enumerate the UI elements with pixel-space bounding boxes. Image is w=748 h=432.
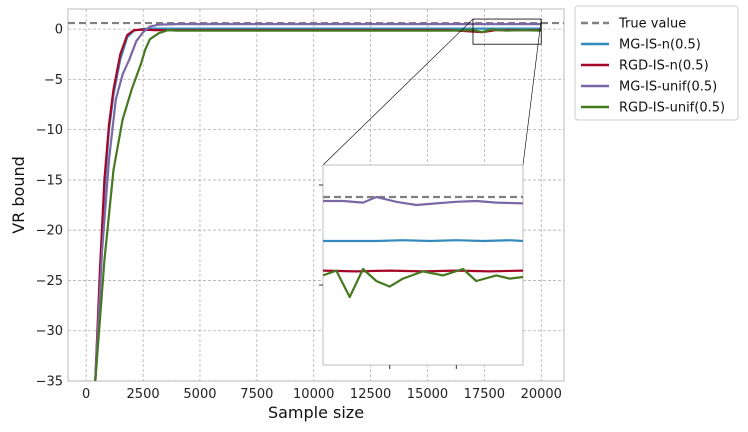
x-tick-label: 7500	[240, 387, 273, 402]
y-tick-label: −10	[36, 123, 63, 138]
x-tick-label: 0	[82, 387, 90, 402]
legend-label: RGD-IS-unif(0.5)	[619, 101, 725, 116]
x-axis-label: Sample size	[268, 403, 364, 422]
inset-zoom	[319, 18, 542, 369]
y-tick-label: −35	[36, 375, 63, 390]
legend: True value MG-IS-n(0.5) RGD-IS-n(0.5) MG-IS…	[574, 5, 739, 121]
inset-series-line	[323, 195, 523, 207]
x-tick-label: 2500	[127, 387, 160, 402]
y-tick-label: −15	[36, 173, 63, 188]
inset-series-line	[323, 239, 523, 243]
x-tick-label: 10000	[293, 387, 334, 402]
series-lines	[94, 23, 542, 381]
legend-label: MG-IS-n(0.5)	[619, 38, 701, 53]
series-line	[94, 28, 542, 381]
x-tick-label: 15000	[407, 387, 448, 402]
series-line	[94, 23, 542, 381]
legend-label: MG-IS-unif(0.5)	[619, 80, 717, 95]
legend-box	[574, 5, 739, 121]
x-axis-ticks: 0 2500 5000 7500 10000 12500 15000 17500 20000	[82, 387, 562, 402]
y-axis-ticks: 0 −5 −10 −15 −20 −25 −30 −35	[36, 23, 63, 390]
x-tick-label: 12500	[350, 387, 391, 402]
y-tick-label: −20	[36, 224, 63, 239]
inset-frame	[322, 164, 524, 366]
y-tick-label: 0	[55, 23, 63, 38]
y-tick-label: −30	[36, 324, 63, 339]
y-tick-label: −5	[44, 73, 63, 88]
y-axis-label: VR bound	[9, 156, 28, 234]
zoom-connector	[522, 19, 542, 166]
x-tick-label: 20000	[521, 387, 562, 402]
legend-label: RGD-IS-n(0.5)	[619, 59, 709, 74]
inset-series-line	[323, 267, 523, 299]
zoom-connector	[322, 18, 474, 166]
x-tick-label: 5000	[183, 387, 216, 402]
inset-series	[323, 195, 523, 299]
y-tick-label: −25	[36, 274, 63, 289]
zoom-region-box	[472, 18, 542, 45]
legend-label: True value	[618, 17, 686, 32]
x-tick-label: 17500	[464, 387, 505, 402]
